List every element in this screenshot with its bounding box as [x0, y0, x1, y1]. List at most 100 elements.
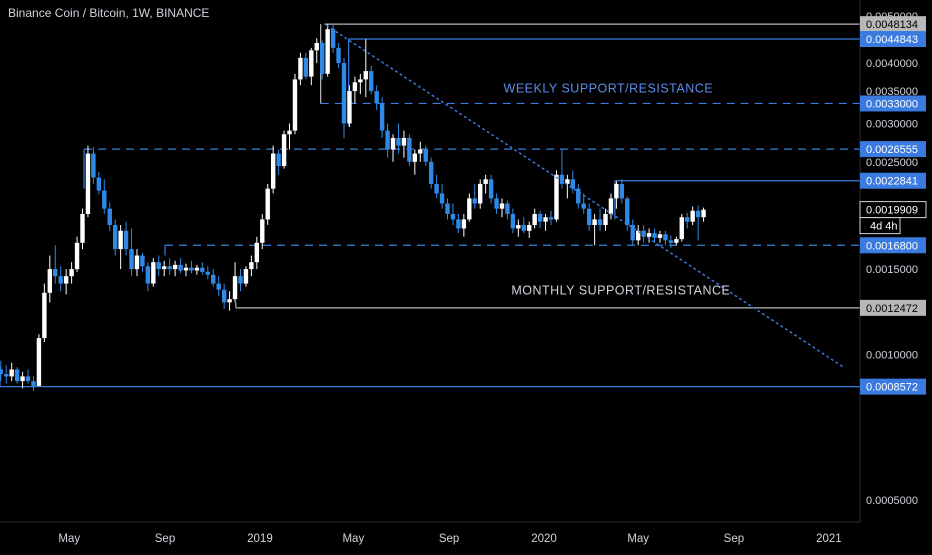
candle-body [439, 193, 445, 204]
candle-body [91, 153, 96, 178]
candle-body [325, 29, 330, 74]
candle-body [570, 179, 576, 189]
time-tick-label: 2019 [247, 533, 273, 545]
candle [134, 249, 140, 277]
candle-body [330, 29, 336, 48]
price-label-blue: 0.0044843 [860, 31, 926, 48]
candle-body [499, 203, 505, 209]
candle [314, 38, 319, 64]
candle [281, 130, 287, 169]
candle [439, 183, 445, 209]
candle-body [445, 203, 450, 214]
candle [581, 193, 586, 214]
candle [216, 276, 221, 296]
candle-body [554, 174, 559, 220]
candle-body [112, 225, 118, 250]
candle [20, 371, 25, 389]
candle [461, 213, 467, 237]
candle-body [265, 188, 270, 220]
price-label-blue: 0.0008572 [860, 378, 926, 395]
candle-body [200, 267, 205, 272]
candle [31, 376, 36, 391]
candle [396, 123, 401, 154]
candle [96, 172, 102, 195]
candle-body [151, 262, 156, 284]
candle-body [243, 269, 249, 284]
candle [445, 198, 450, 220]
candle-body [374, 91, 379, 104]
candle-body [167, 266, 172, 270]
candle-body [614, 183, 619, 199]
candle [287, 123, 292, 150]
candle-body [14, 369, 20, 382]
candle [488, 174, 494, 204]
price-label-box [860, 378, 926, 395]
candle-body [156, 262, 161, 270]
candle-body [532, 213, 537, 226]
price-label-text: 0.0022841 [866, 176, 918, 188]
chart-title: Binance Coin / Bitcoin, 1W, BINANCE [8, 6, 210, 20]
candle-body [69, 269, 74, 277]
candle [663, 230, 668, 246]
candle-body [42, 292, 47, 339]
candle-body [565, 179, 570, 184]
candle [9, 362, 14, 382]
candle [565, 174, 570, 199]
candle-body [581, 203, 586, 209]
candle-body [390, 137, 396, 150]
candle [379, 97, 385, 138]
candle-body [412, 153, 418, 162]
candle-body [276, 153, 281, 167]
candle [347, 85, 352, 128]
candle-body [576, 188, 581, 204]
candle-body [292, 79, 298, 131]
candle-body [652, 233, 657, 238]
candle-body [254, 242, 260, 263]
candle-body [0, 369, 3, 375]
candle-body [249, 262, 254, 270]
candle [625, 196, 630, 231]
candle [657, 230, 663, 243]
candle [597, 208, 603, 231]
candle [369, 65, 374, 95]
candle [418, 141, 423, 162]
candle [151, 258, 156, 287]
candle [499, 198, 505, 218]
candle-body [178, 264, 183, 271]
candle-body [183, 267, 189, 271]
candle-body [172, 264, 178, 270]
time-tick-label: 2020 [531, 533, 557, 545]
candle [107, 202, 112, 231]
annotations: WEEKLY SUPPORT/RESISTANCE MONTHLY SUPPORT… [504, 81, 730, 297]
price-label-box [860, 141, 926, 158]
candle [456, 213, 461, 234]
candle-body [63, 276, 69, 284]
downtrend-line[interactable] [326, 24, 845, 369]
trendline[interactable] [326, 24, 845, 369]
candle-body [189, 267, 194, 271]
candle [423, 145, 428, 167]
candle [156, 255, 161, 277]
candle [85, 145, 91, 218]
candle [358, 73, 363, 95]
candle [679, 213, 684, 242]
candle-body [701, 209, 706, 218]
time-axis[interactable]: May Sep 2019 May Sep 2020 May Sep 2021 [58, 533, 841, 545]
price-tick-label: 0.0030000 [866, 118, 918, 130]
candle [80, 208, 85, 250]
candle-body [270, 153, 276, 189]
time-tick-label: 2021 [816, 533, 842, 545]
candle [619, 179, 625, 204]
candle [527, 221, 532, 238]
candle [145, 262, 151, 292]
candle-body [510, 213, 516, 229]
candle-body [559, 174, 565, 184]
price-label-text: 0.0044843 [866, 34, 918, 46]
candle-body [674, 239, 679, 243]
candle [570, 170, 576, 194]
candle-body [663, 234, 668, 241]
price-label-text: 0.0033000 [866, 98, 918, 110]
candle-body [314, 43, 319, 51]
price-label-blue: 0.0016800 [860, 237, 926, 254]
